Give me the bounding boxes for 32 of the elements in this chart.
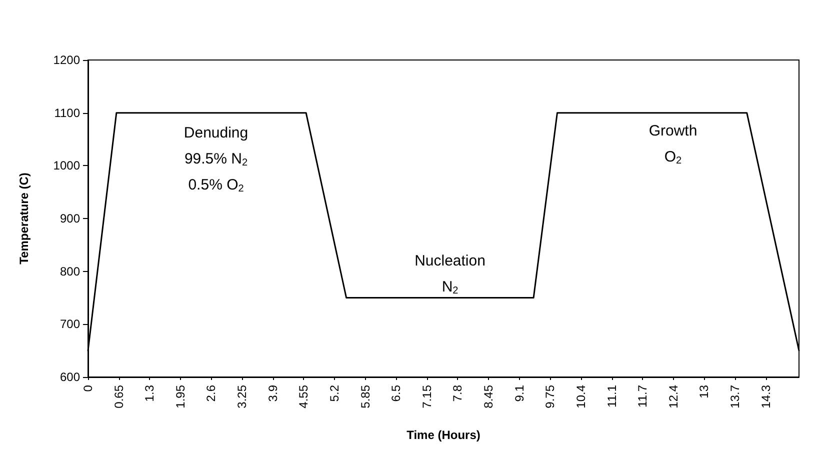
x-tick-label: 4.55 xyxy=(296,384,311,408)
x-tick-label: 12.4 xyxy=(666,384,680,408)
y-tick-label: 1100 xyxy=(54,106,80,120)
x-tick-label: 7.15 xyxy=(420,384,434,408)
x-tick-label: 9.75 xyxy=(543,384,558,408)
x-tick-label: 7.8 xyxy=(450,384,465,402)
x-tick-label: 14.3 xyxy=(758,384,773,408)
y-tick-label: 800 xyxy=(60,264,80,278)
x-tick-label: 2.6 xyxy=(204,384,218,402)
x-tick-label: 11.1 xyxy=(604,384,619,408)
y-tick-label: 1200 xyxy=(53,53,80,67)
x-tick-label: 6.5 xyxy=(389,384,404,402)
x-tick-label: 5.2 xyxy=(327,384,342,402)
x-tick-label: 0 xyxy=(81,384,95,392)
x-tick-label: 13 xyxy=(697,384,712,398)
x-axis-title: Time (Hours) xyxy=(406,428,480,442)
y-axis-title: Temperature (C) xyxy=(17,172,31,264)
x-tick-label: 1.3 xyxy=(142,384,157,402)
y-tick-label: 900 xyxy=(60,212,80,226)
x-tick-label: 3.25 xyxy=(235,384,250,408)
y-tick-label: 600 xyxy=(60,370,80,384)
x-tick-label: 13.7 xyxy=(728,384,742,408)
x-tick-label: 8.45 xyxy=(482,384,496,408)
x-tick-label: 5.85 xyxy=(358,384,372,408)
y-tick-label: 1000 xyxy=(53,158,80,173)
y-tick-label: 700 xyxy=(60,317,80,332)
x-tick-label: 1.95 xyxy=(173,384,188,408)
x-tick-label: 3.9 xyxy=(266,384,280,402)
x-tick-label: 0.65 xyxy=(112,384,126,408)
x-tick-label: 9.1 xyxy=(512,384,526,402)
x-tick-label: 11.7 xyxy=(636,384,650,408)
x-tick-label: 10.4 xyxy=(574,384,588,408)
